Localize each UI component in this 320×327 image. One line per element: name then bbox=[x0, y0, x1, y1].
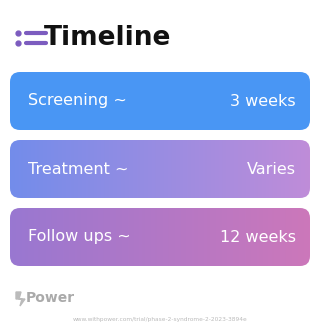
Text: Follow ups ~: Follow ups ~ bbox=[28, 230, 131, 245]
Text: 3 weeks: 3 weeks bbox=[230, 94, 296, 109]
Text: Screening ~: Screening ~ bbox=[28, 94, 127, 109]
Text: Power: Power bbox=[26, 291, 75, 305]
Text: Treatment ~: Treatment ~ bbox=[28, 162, 129, 177]
Text: www.withpower.com/trial/phase-2-syndrome-2-2023-3894e: www.withpower.com/trial/phase-2-syndrome… bbox=[73, 318, 247, 322]
Text: Varies: Varies bbox=[247, 162, 296, 177]
Text: 12 weeks: 12 weeks bbox=[220, 230, 296, 245]
Text: Timeline: Timeline bbox=[44, 25, 172, 51]
Polygon shape bbox=[16, 292, 25, 306]
